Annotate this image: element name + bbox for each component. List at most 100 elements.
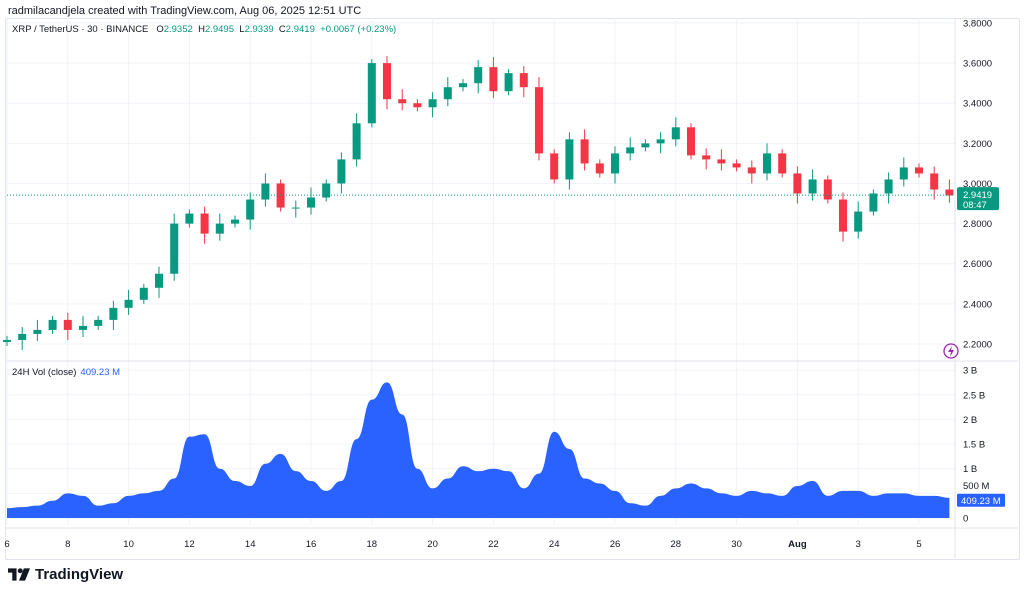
volume-legend-value: 409.23 M xyxy=(80,367,121,378)
x-tick-label: 28 xyxy=(671,539,682,550)
candle-body xyxy=(945,189,954,196)
candle-body xyxy=(793,173,802,194)
tradingview-logo-icon xyxy=(8,568,30,581)
tradingview-logo[interactable]: TradingView xyxy=(8,566,123,583)
candle-body xyxy=(413,103,422,108)
candle-body xyxy=(231,219,239,224)
candle-body xyxy=(641,143,650,148)
price-tick-label: 2.6000 xyxy=(963,259,992,270)
x-tick-label: 26 xyxy=(610,539,621,550)
candle-body xyxy=(656,139,665,144)
price-tick-label: 2.4000 xyxy=(963,299,992,310)
x-tick-label: 18 xyxy=(367,539,378,550)
lightning-icon[interactable] xyxy=(943,343,959,359)
candle-body xyxy=(48,319,57,330)
symbol-legend: XRP / TetherUS · 30 · BINANCE O2.9352 H2… xyxy=(12,24,396,35)
price-tick-label: 2.8000 xyxy=(963,219,992,230)
x-tick-label: 30 xyxy=(731,539,742,550)
volume-area xyxy=(7,382,950,518)
price-tick-label: 3.8000 xyxy=(963,19,992,30)
volume-tick-label: 1.5 B xyxy=(963,440,985,451)
x-tick-label: 20 xyxy=(427,539,438,550)
x-tick-label: 5 xyxy=(916,539,921,550)
candle-body xyxy=(489,67,498,92)
high-label: H xyxy=(198,24,205,35)
candle-body xyxy=(79,325,87,330)
change-value: +0.0067 (+0.23%) xyxy=(320,24,397,35)
candle-body xyxy=(291,207,300,209)
chart-credit: radmilacandjela created with TradingView… xyxy=(8,5,362,17)
x-tick-label: 22 xyxy=(488,539,499,550)
symbol-name[interactable]: XRP / TetherUS · 30 · BINANCE xyxy=(12,24,149,35)
price-tick-label: 2.2000 xyxy=(963,339,992,350)
last-price-badge xyxy=(957,187,999,211)
candle-body xyxy=(474,67,483,84)
high-value: 2.9495 xyxy=(204,24,234,35)
low-label: L xyxy=(239,24,245,35)
x-tick-label: 6 xyxy=(4,539,9,550)
candle-body xyxy=(504,73,513,92)
candle-body xyxy=(3,339,11,342)
candle-body xyxy=(930,173,939,190)
open-label: O xyxy=(156,24,164,35)
candle-body xyxy=(215,223,224,234)
candle-body xyxy=(778,153,787,174)
candle-body xyxy=(687,127,695,156)
x-tick-label: 10 xyxy=(123,539,134,550)
candle-body xyxy=(763,153,771,174)
candle-body xyxy=(823,179,832,200)
candle-body xyxy=(155,273,163,288)
candle-body xyxy=(732,163,741,168)
candle-body xyxy=(565,139,574,180)
x-tick-label: 24 xyxy=(549,539,560,550)
volume-pane xyxy=(7,382,950,518)
volume-tick-label: 2.5 B xyxy=(963,390,985,401)
candle-body xyxy=(18,333,27,340)
x-tick-label: Aug xyxy=(788,539,807,550)
volume-legend-label[interactable]: 24H Vol (close) xyxy=(12,367,77,378)
price-pane xyxy=(3,56,955,350)
volume-badge xyxy=(957,493,1005,507)
candle-body xyxy=(915,167,923,174)
volume-tick-label: 1 B xyxy=(963,464,977,475)
candle-body xyxy=(550,153,559,180)
candle-body xyxy=(884,179,893,194)
price-tick-label: 3.4000 xyxy=(963,99,992,110)
candle-body xyxy=(307,197,315,208)
volume-tick-label: 2 B xyxy=(963,415,977,426)
last-price-text: 2.9419 xyxy=(963,190,992,201)
candle-body xyxy=(33,329,42,334)
close-label: C xyxy=(278,24,286,35)
candle-body xyxy=(854,211,863,232)
candle-body xyxy=(519,73,528,88)
candle-body xyxy=(839,199,847,232)
open-value: 2.9352 xyxy=(163,24,193,35)
candle-body xyxy=(702,155,711,160)
price-tick-label: 3.0000 xyxy=(963,179,992,190)
logo-text: TradingView xyxy=(35,566,124,583)
candle-body xyxy=(246,199,255,220)
x-tick-label: 8 xyxy=(65,539,70,550)
volume-tick-label: 0 xyxy=(963,514,968,525)
candle-body xyxy=(808,179,817,194)
x-tick-label: 12 xyxy=(184,539,195,550)
candle-body xyxy=(459,83,467,88)
candle-body xyxy=(94,319,103,326)
candle-body xyxy=(869,193,878,212)
candle-body xyxy=(747,167,756,174)
candle-body xyxy=(443,87,452,100)
candle-body xyxy=(580,139,589,164)
candle-body xyxy=(109,307,118,320)
candle-body xyxy=(626,147,635,154)
candle-body xyxy=(185,213,194,224)
candle-body xyxy=(63,319,72,330)
volume-tick-label: 3 B xyxy=(963,366,977,377)
x-tick-label: 14 xyxy=(245,539,256,550)
lightning-icon-bolt xyxy=(948,346,954,357)
candle-body xyxy=(611,153,619,174)
low-value: 2.9339 xyxy=(244,24,274,35)
candle-body xyxy=(535,87,543,154)
candle-body xyxy=(337,159,346,184)
x-tick-label: 16 xyxy=(306,539,317,550)
